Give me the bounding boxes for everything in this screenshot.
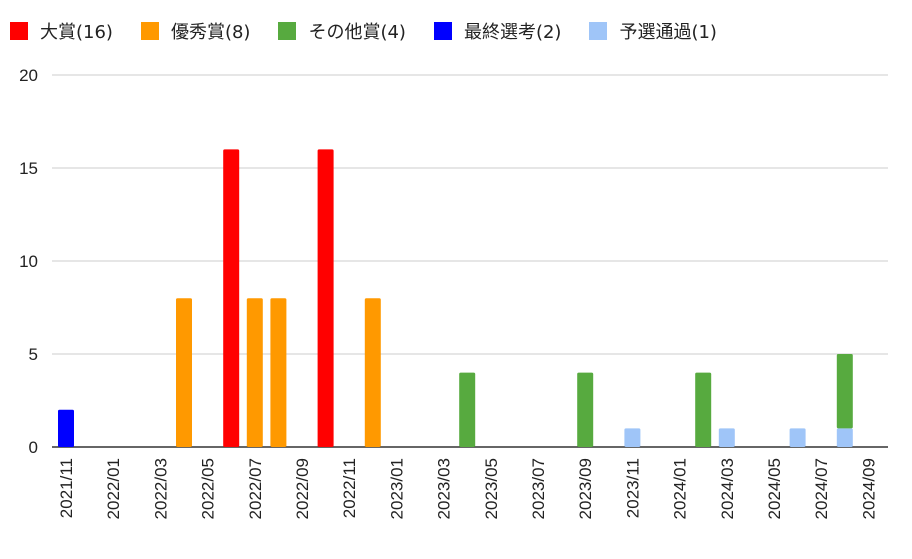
x-tick-label: 2022/09 <box>293 458 312 519</box>
legend-swatch <box>433 22 452 40</box>
y-tick-label: 15 <box>19 159 38 178</box>
legend-swatch <box>140 22 159 40</box>
x-tick-label: 2023/07 <box>529 458 548 519</box>
grid-layer <box>52 74 888 448</box>
bar[interactable] <box>459 372 476 447</box>
x-tick-label: 2023/03 <box>435 458 454 519</box>
legend-label: 予選通過(1) <box>619 22 717 43</box>
legend-item-excellence-prize[interactable]: 優秀賞(8) <box>140 18 251 44</box>
x-tick-label: 2023/01 <box>387 458 406 519</box>
legend-label: その他賞(4) <box>308 22 406 43</box>
legend-item-final-selection[interactable]: 最終選考(2) <box>433 18 562 44</box>
x-tick-label: 2023/09 <box>576 458 595 519</box>
legend-swatch <box>278 22 297 40</box>
y-tick-label: 5 <box>29 345 38 364</box>
bar[interactable] <box>58 409 74 447</box>
x-tick-label: 2022/07 <box>246 458 265 519</box>
bar-layer <box>58 149 853 447</box>
bar[interactable] <box>246 298 263 447</box>
legend-swatch <box>589 22 608 40</box>
bar[interactable] <box>223 149 240 447</box>
bar[interactable] <box>577 372 594 447</box>
legend-label: 最終選考(2) <box>463 22 562 43</box>
bar[interactable] <box>695 372 712 447</box>
x-tick-label: 2021/11 <box>57 458 76 518</box>
x-tick-label: 2022/11 <box>340 458 359 518</box>
bar[interactable] <box>176 298 192 447</box>
bar[interactable] <box>836 428 853 447</box>
legend-label: 大賞(16) <box>40 22 113 43</box>
x-tick-label: 2022/03 <box>151 458 170 519</box>
bar[interactable] <box>836 354 853 429</box>
x-tick-label: 2024/01 <box>671 458 690 519</box>
x-tick-label: 2022/05 <box>199 458 218 519</box>
x-tick-label: 2024/05 <box>765 458 784 519</box>
x-tick-label: 2023/05 <box>482 458 501 519</box>
axis-layer: 0 5 10 15 20 2021/11 2022/01 2022/03 2022/05 2022… <box>19 66 878 519</box>
y-tick-label: 10 <box>19 252 38 271</box>
x-tick-label: 2024/03 <box>718 458 737 519</box>
bar[interactable] <box>317 149 334 447</box>
x-tick-label: 2024/09 <box>859 458 878 519</box>
bar[interactable] <box>270 298 287 447</box>
y-tick-label: 0 <box>29 438 38 457</box>
bar[interactable] <box>718 428 735 447</box>
legend-swatch <box>10 22 28 40</box>
bar[interactable] <box>789 428 806 447</box>
bar[interactable] <box>364 298 381 447</box>
legend-item-other-prize[interactable]: その他賞(4) <box>278 18 406 44</box>
x-tick-label: 2024/07 <box>812 458 831 519</box>
legend-item-preliminary-pass[interactable]: 予選通過(1) <box>589 18 717 44</box>
x-tick-label: 2022/01 <box>104 458 123 519</box>
legend-label: 優秀賞(8) <box>170 22 251 43</box>
bar[interactable] <box>624 428 641 447</box>
chart-legend: 大賞(16) 優秀賞(8) その他賞(4) 最終選考(2) 予選通過(1) <box>10 16 745 46</box>
legend-item-grand-prize[interactable]: 大賞(16) <box>10 18 113 44</box>
y-tick-label: 20 <box>19 66 38 85</box>
x-tick-label: 2023/11 <box>623 458 642 518</box>
